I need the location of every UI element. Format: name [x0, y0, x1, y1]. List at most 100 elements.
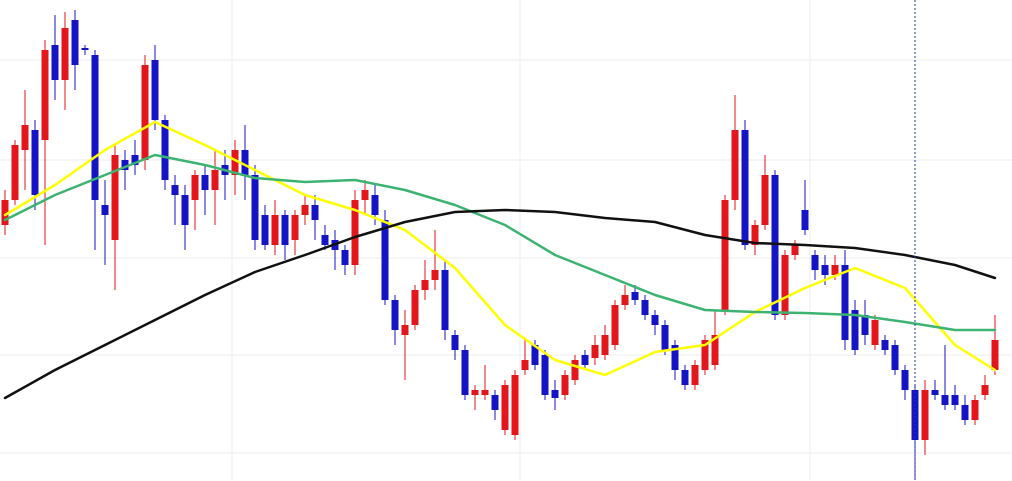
- candle-body: [271, 215, 279, 245]
- candle-body: [991, 340, 999, 370]
- candle-body: [801, 210, 809, 230]
- candle-body: [981, 385, 989, 395]
- candle-body: [841, 265, 849, 340]
- candle-body: [951, 395, 959, 405]
- candle-body: [141, 65, 149, 160]
- candle-body: [261, 215, 269, 245]
- candle-body: [101, 205, 109, 215]
- candle-body: [541, 355, 549, 395]
- candle-body: [161, 120, 169, 180]
- candle-body: [761, 175, 769, 225]
- candle-body: [41, 50, 49, 140]
- candle-body: [921, 390, 929, 440]
- candle-body: [781, 255, 789, 315]
- candle-body: [201, 175, 209, 190]
- candle-body: [811, 255, 819, 270]
- candle-body: [81, 48, 89, 50]
- candle-body: [401, 325, 409, 335]
- candle-body: [681, 370, 689, 385]
- candle-body: [31, 130, 39, 195]
- candle-body: [661, 325, 669, 350]
- candle-body: [1, 200, 9, 225]
- candle-body: [741, 130, 749, 245]
- candle-body: [731, 130, 739, 200]
- candle-body: [61, 28, 69, 80]
- candle-body: [711, 335, 719, 365]
- moving-average-line: [3, 153, 997, 332]
- candle-body: [521, 360, 529, 370]
- candle-body: [751, 225, 759, 245]
- candle-body: [491, 395, 499, 410]
- candle-body: [511, 375, 519, 435]
- moving-average-line: [3, 120, 997, 377]
- candle-body: [561, 375, 569, 395]
- candle-body: [171, 185, 179, 195]
- candle-body: [311, 205, 319, 220]
- candle-body: [151, 60, 159, 120]
- candle-body: [351, 200, 359, 265]
- candle-body: [451, 335, 459, 350]
- candle-body: [701, 340, 709, 370]
- candle-body: [461, 350, 469, 395]
- moving-average-line: [3, 208, 997, 400]
- candle-body: [631, 292, 639, 300]
- candle-body: [381, 220, 389, 300]
- candle-body: [291, 215, 299, 240]
- candle-body: [361, 190, 369, 200]
- candle-body: [11, 145, 19, 200]
- candle-body: [911, 390, 919, 440]
- candle-body: [51, 45, 59, 80]
- candle-body: [901, 370, 909, 390]
- candle-body: [91, 55, 99, 200]
- candle-body: [641, 300, 649, 315]
- candle-body: [121, 160, 129, 170]
- candle-body: [851, 310, 859, 350]
- candle-body: [111, 155, 119, 240]
- candle-body: [611, 305, 619, 345]
- candle-body: [691, 365, 699, 385]
- candle-body: [651, 315, 659, 325]
- candle-body: [971, 400, 979, 420]
- candle-body: [371, 195, 379, 215]
- candle-body: [231, 150, 239, 175]
- candle-body: [21, 125, 29, 150]
- candle-body: [581, 355, 589, 365]
- candle-body: [431, 270, 439, 280]
- candle-body: [861, 315, 869, 335]
- candle-body: [671, 345, 679, 370]
- candle-body: [421, 280, 429, 290]
- candle-body: [931, 390, 939, 395]
- candle-body: [341, 250, 349, 265]
- candle-body: [601, 335, 609, 355]
- candle-body: [871, 320, 879, 345]
- candle-body: [591, 345, 599, 358]
- candle-body: [621, 295, 629, 305]
- candle-body: [411, 290, 419, 325]
- candle-body: [891, 345, 899, 370]
- candle-body: [721, 200, 729, 310]
- candle-body: [191, 175, 199, 200]
- candle-body: [831, 265, 839, 275]
- candle-body: [281, 215, 289, 245]
- candle-body: [71, 20, 79, 65]
- candle-body: [941, 395, 949, 405]
- candle-body: [131, 155, 139, 165]
- candle-body: [241, 150, 249, 175]
- candle-body: [321, 235, 329, 245]
- candle-body: [211, 170, 219, 190]
- candle-body: [501, 385, 509, 430]
- candle-body: [441, 270, 449, 330]
- candle-body: [391, 300, 399, 330]
- candle-body: [791, 245, 799, 255]
- candle-body: [181, 195, 189, 225]
- candle-body: [251, 175, 259, 240]
- candle-body: [881, 340, 889, 350]
- candle-body: [961, 405, 969, 420]
- candle-body: [821, 265, 829, 275]
- candle-body: [571, 360, 579, 380]
- candle-body: [551, 390, 559, 398]
- candle-body: [481, 390, 489, 395]
- candle-body: [531, 345, 539, 365]
